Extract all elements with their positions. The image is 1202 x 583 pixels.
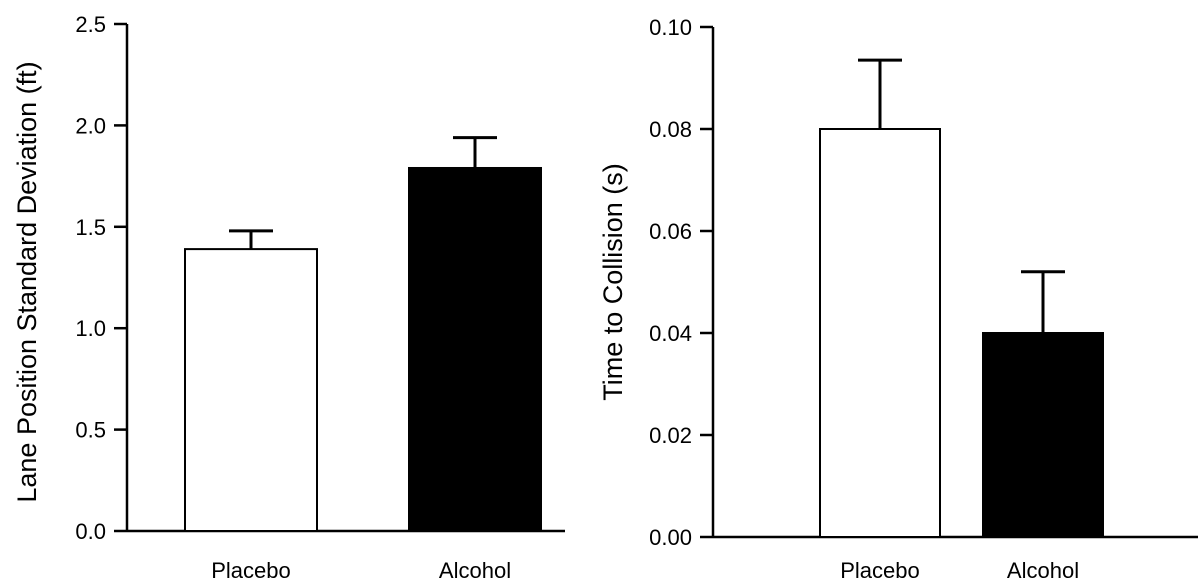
x-category-label: Placebo <box>840 558 920 583</box>
y-tick-label: 0.02 <box>649 423 692 448</box>
y-tick-label: 0.0 <box>75 519 106 544</box>
y-axis-title: Time to Collision (s) <box>598 163 628 401</box>
y-tick-label: 0.08 <box>649 117 692 142</box>
x-category-label: Alcohol <box>1007 558 1079 583</box>
bar-placebo <box>184 248 318 532</box>
bar-placebo <box>819 128 941 538</box>
y-tick-label: 2.0 <box>75 113 106 138</box>
y-tick-label: 0.04 <box>649 321 692 346</box>
y-tick-label: 0.10 <box>649 15 692 40</box>
chart-time-to-collision: Time to Collision (s) 0.00 0.02 0.04 0.06 0.… <box>598 15 1198 583</box>
y-tick-label: 2.5 <box>75 12 106 37</box>
bar-alcohol <box>982 332 1104 538</box>
chart-lane-position: Lane Position Standard Deviation (ft) 0.… <box>12 12 565 583</box>
bar-alcohol <box>408 166 542 532</box>
y-tick-label: 0.00 <box>649 525 692 550</box>
x-category-label: Alcohol <box>439 558 511 583</box>
y-axis-title: Lane Position Standard Deviation (ft) <box>12 61 42 502</box>
y-tick-label: 0.06 <box>649 219 692 244</box>
y-tick-label: 1.5 <box>75 215 106 240</box>
y-tick-label: 0.5 <box>75 418 106 443</box>
x-category-label: Placebo <box>211 558 291 583</box>
y-tick-label: 1.0 <box>75 316 106 341</box>
